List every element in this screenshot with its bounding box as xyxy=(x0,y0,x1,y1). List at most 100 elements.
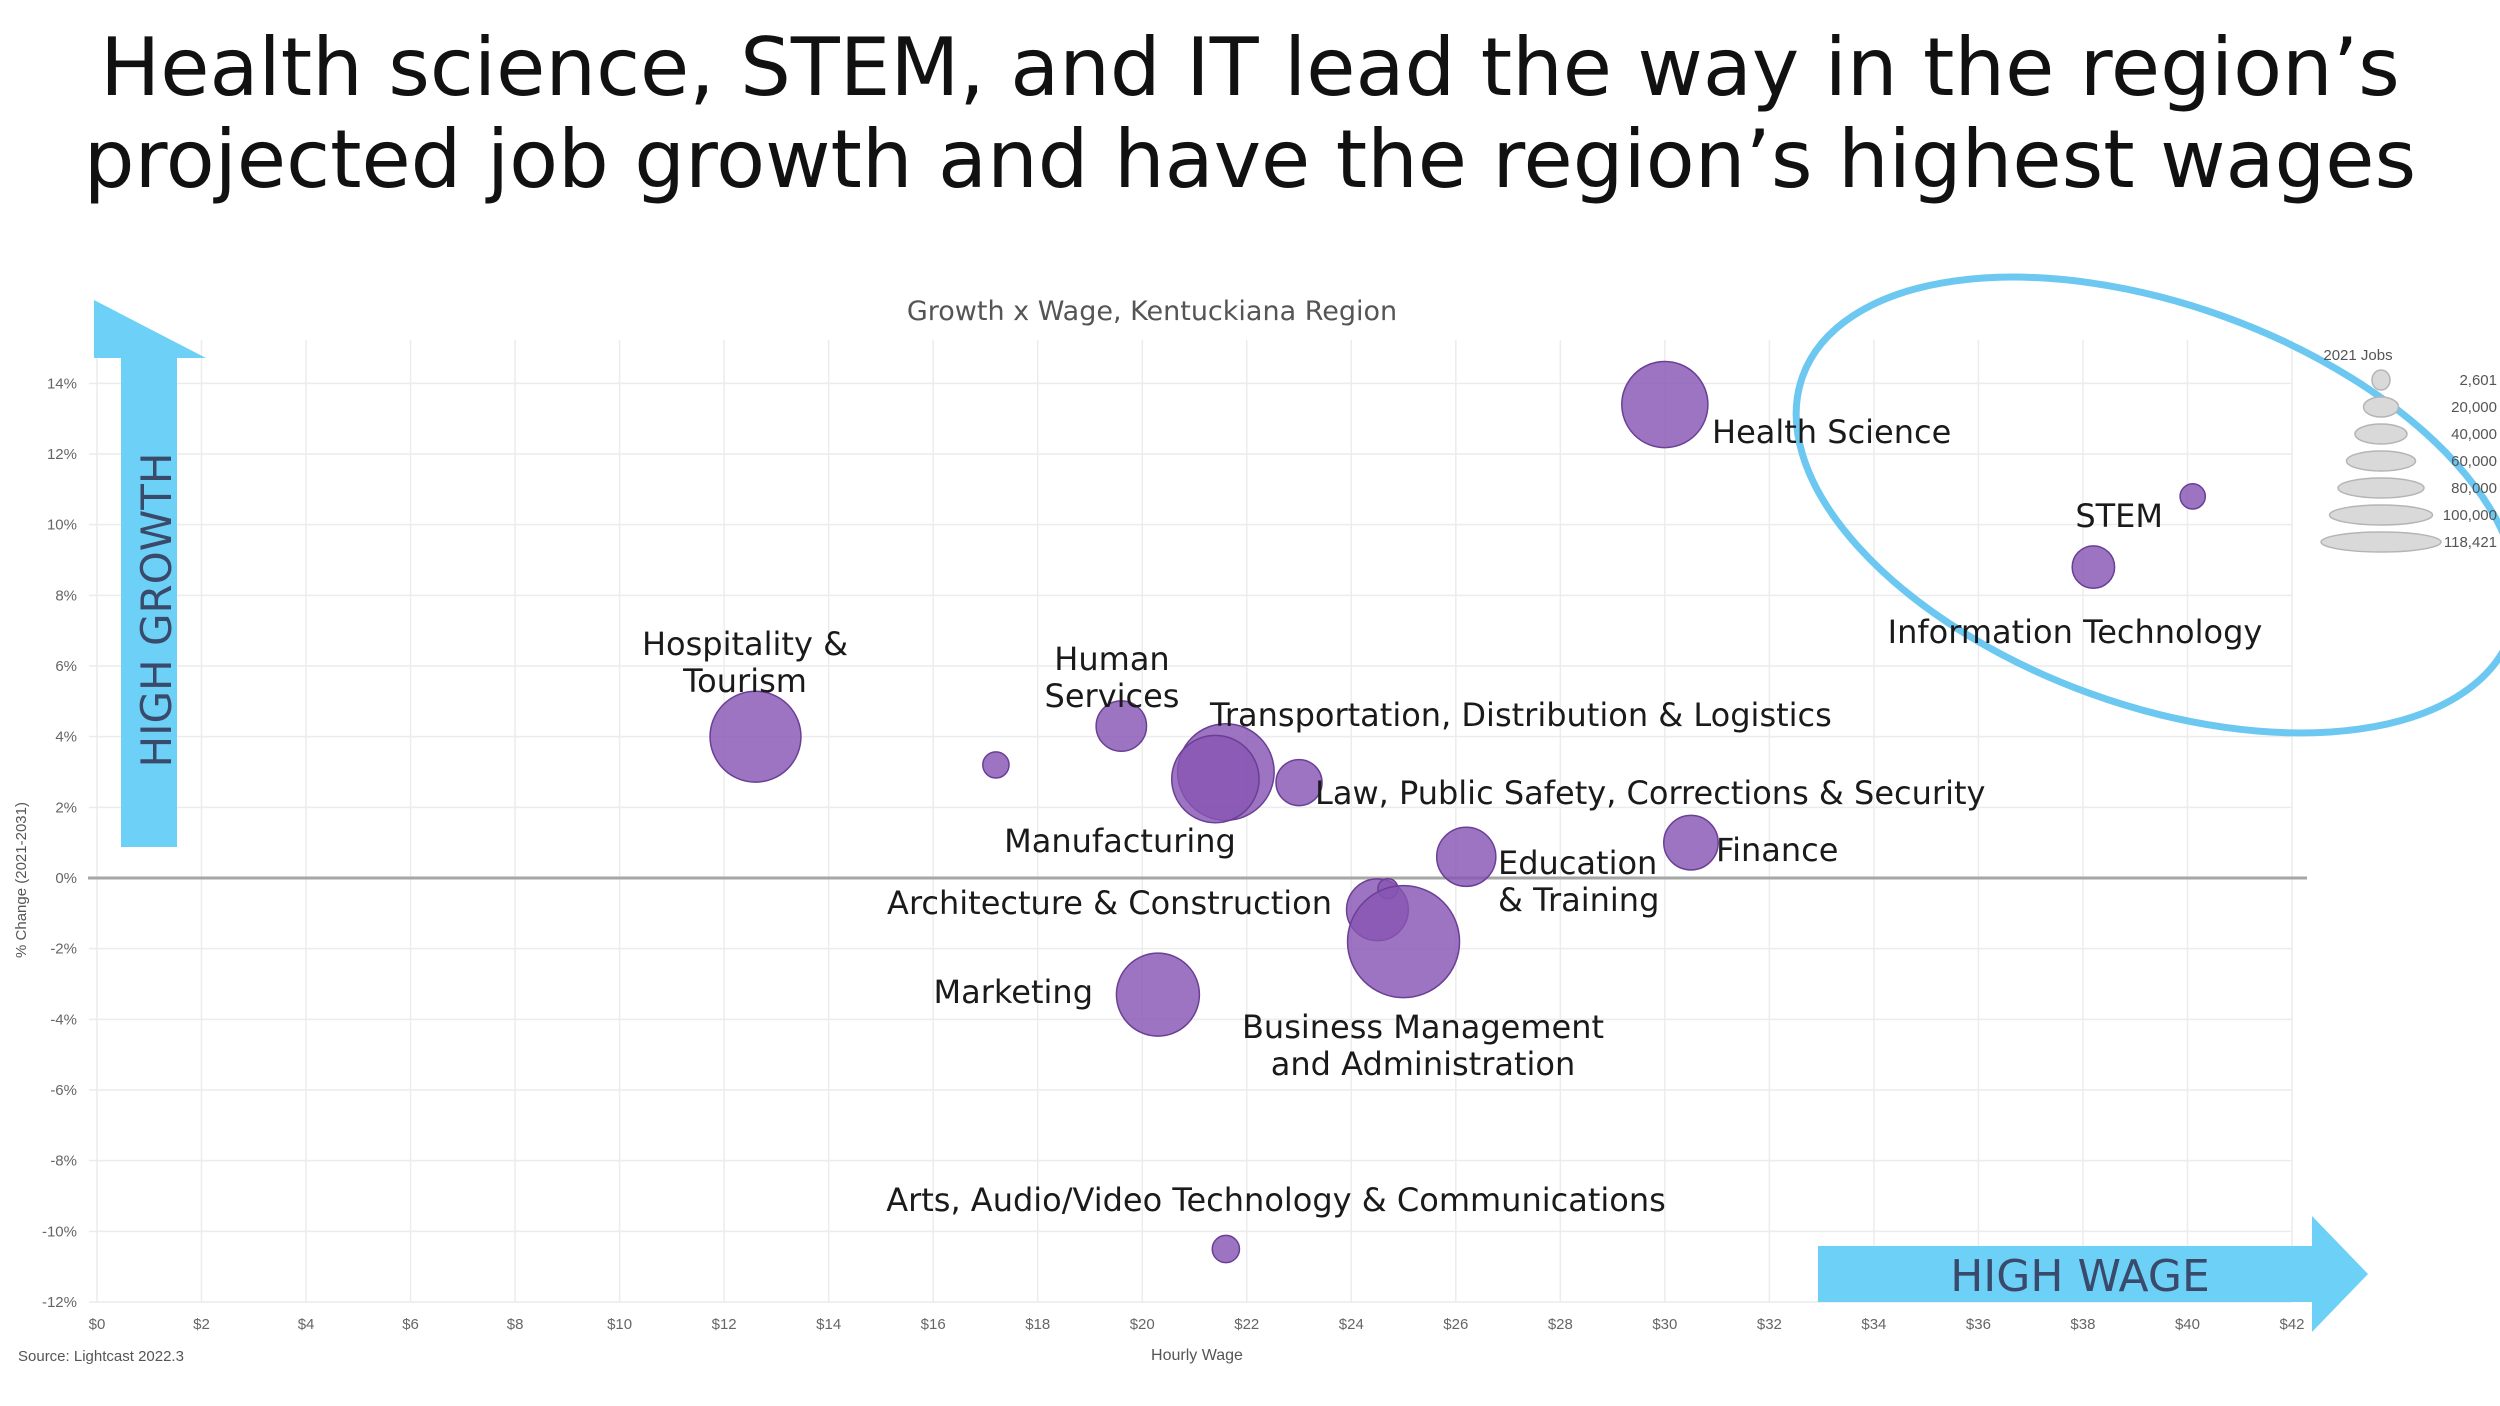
size-legend-bubble xyxy=(2328,504,2434,526)
slide-title-line-2: projected job growth and have the region… xyxy=(83,113,2417,206)
high-growth-label: HIGH GROWTH xyxy=(132,453,181,768)
x-tick-label: $14 xyxy=(816,1316,841,1333)
x-tick-label: $12 xyxy=(712,1316,737,1333)
size-legend-label: 100,000 xyxy=(2443,507,2497,524)
bubble-business-management xyxy=(1346,884,1461,999)
size-legend-bubble xyxy=(2320,531,2442,553)
y-tick-label: -8% xyxy=(50,1153,77,1170)
y-tick-label: 14% xyxy=(47,375,77,392)
y-tick-label: -12% xyxy=(42,1294,77,1311)
size-legend-label: 2,601 xyxy=(2459,372,2497,389)
x-tick-label: $40 xyxy=(2175,1316,2200,1333)
bubble-finance xyxy=(1663,814,1719,871)
y-tick-label: 8% xyxy=(55,587,77,604)
size-legend-label: 40,000 xyxy=(2451,426,2497,443)
axis-ticks: $0 $2 $4 $6 $8 $10 $12 $14 $16 $18 $20 $22 $24 $26 $28… xyxy=(42,375,2305,1333)
x-tick-label: $6 xyxy=(402,1316,419,1333)
x-tick-label: $32 xyxy=(1757,1316,1782,1333)
bubble-label: Services xyxy=(1045,677,1180,715)
y-tick-label: -6% xyxy=(50,1082,77,1099)
x-tick-label: $30 xyxy=(1652,1316,1677,1333)
bubble-label: Education xyxy=(1498,844,1657,882)
bubble-hospitality xyxy=(709,690,802,783)
size-legend-label: 20,000 xyxy=(2451,399,2497,416)
high-growth-arrow: HIGH GROWTH xyxy=(94,300,206,847)
bubbles xyxy=(709,360,2207,1264)
bubble-label: Hospitality & xyxy=(642,625,848,663)
high-wage-arrow: HIGH WAGE xyxy=(1818,1216,2368,1332)
size-legend-label: 118,421 xyxy=(2444,534,2497,551)
size-legend-bubble xyxy=(2371,369,2391,391)
bubble-label: Health Science xyxy=(1712,413,1951,451)
size-legend-bubble xyxy=(2345,450,2417,472)
x-tick-label: $18 xyxy=(1025,1316,1050,1333)
y-tick-label: 0% xyxy=(55,870,77,887)
y-tick-label: 10% xyxy=(47,517,77,534)
bubble-label: Arts, Audio/Video Technology & Communica… xyxy=(886,1181,1666,1219)
bubble-health-science xyxy=(1621,360,1709,449)
y-tick-label: 12% xyxy=(47,446,77,463)
bubble-label: Marketing xyxy=(934,973,1093,1011)
grid-lines xyxy=(89,340,2293,1303)
size-legend-label: 80,000 xyxy=(2451,480,2497,497)
bubble-label: & Training xyxy=(1498,881,1659,919)
bubble-marketing xyxy=(1115,952,1201,1037)
y-tick-label: -4% xyxy=(50,1011,77,1028)
chart-title: Growth x Wage, Kentuckiana Region xyxy=(907,296,1397,327)
bubble-label: Architecture & Construction xyxy=(887,884,1332,922)
bubble-information-technology xyxy=(2071,545,2116,590)
bubble-label: Finance xyxy=(1716,831,1838,869)
x-tick-label: $10 xyxy=(607,1316,632,1333)
size-legend-bubble xyxy=(2354,423,2408,445)
x-tick-label: $36 xyxy=(1966,1316,1991,1333)
y-tick-label: 4% xyxy=(55,729,77,746)
y-tick-label: 2% xyxy=(55,799,77,816)
x-tick-label: $42 xyxy=(2279,1316,2304,1333)
size-legend-label: 60,000 xyxy=(2451,453,2497,470)
up-arrow-icon xyxy=(94,300,206,847)
x-tick-label: $0 xyxy=(89,1316,106,1333)
bubble-label: Law, Public Safety, Corrections & Securi… xyxy=(1315,774,1985,812)
high-wage-label: HIGH WAGE xyxy=(1950,1251,2210,1302)
size-legend-bubble xyxy=(2362,396,2400,418)
y-axis-label: % Change (2021-2031) xyxy=(13,802,30,958)
y-tick-label: 6% xyxy=(55,658,77,675)
bubble-label: Information Technology xyxy=(1888,613,2263,651)
y-tick-label: -2% xyxy=(50,941,77,958)
size-legend-title: 2021 Jobs xyxy=(2323,347,2392,364)
bubble-label: Business Management xyxy=(1242,1008,1604,1046)
bubble-label: Manufacturing xyxy=(1004,822,1236,860)
x-tick-label: $26 xyxy=(1443,1316,1468,1333)
x-tick-label: $20 xyxy=(1130,1316,1155,1333)
x-tick-label: $28 xyxy=(1548,1316,1573,1333)
x-tick-label: $22 xyxy=(1234,1316,1259,1333)
bubble-unlabeled-5 xyxy=(982,751,1010,779)
bubble-labels: Health Science STEM Information Technology… xyxy=(642,413,2262,1219)
bubble-education xyxy=(1435,826,1497,888)
x-axis-label: Hourly Wage xyxy=(1151,1347,1243,1364)
x-tick-label: $16 xyxy=(921,1316,946,1333)
bubble-label: Transportation, Distribution & Logistics xyxy=(1209,696,1832,734)
slide-title: Health science, STEM, and IT lead the wa… xyxy=(0,22,2500,206)
bubble-stem xyxy=(2179,483,2207,510)
bubble-arts-audio-video-technology-communications xyxy=(1211,1234,1241,1264)
x-tick-label: $8 xyxy=(507,1316,524,1333)
x-tick-label: $34 xyxy=(1861,1316,1886,1333)
bubble-label: Tourism xyxy=(682,662,807,700)
x-tick-label: $38 xyxy=(2070,1316,2095,1333)
bubble-law-public-safety-corrections-security xyxy=(1275,758,1323,807)
slide-title-line-1: Health science, STEM, and IT lead the wa… xyxy=(100,21,2400,114)
source-note: Source: Lightcast 2022.3 xyxy=(18,1348,184,1365)
x-tick-label: $24 xyxy=(1339,1316,1364,1333)
bubble-label: STEM xyxy=(2075,497,2163,535)
right-arrow-icon xyxy=(1818,1216,2368,1332)
x-tick-label: $4 xyxy=(298,1316,315,1333)
x-tick-label: $2 xyxy=(193,1316,210,1333)
bubble-human xyxy=(1095,700,1148,753)
size-legend: 2021 Jobs 2,601 20,000 40,000 60,000 80,000 1… xyxy=(2320,347,2497,553)
bubble-label: and Administration xyxy=(1271,1045,1576,1083)
bubble-manufacturing xyxy=(1170,734,1260,824)
size-legend-bubble xyxy=(2337,477,2425,499)
y-tick-label: -10% xyxy=(42,1223,77,1240)
